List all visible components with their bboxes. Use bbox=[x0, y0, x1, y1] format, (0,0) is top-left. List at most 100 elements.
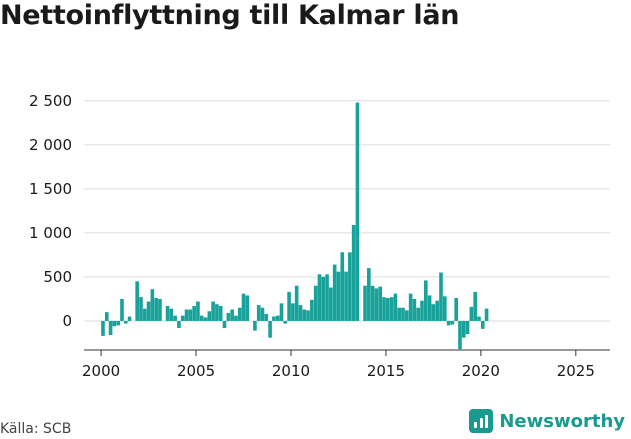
bar bbox=[264, 313, 269, 321]
bar bbox=[104, 312, 109, 321]
bar bbox=[169, 308, 174, 321]
x-tick-label: 2020 bbox=[462, 362, 500, 380]
bar bbox=[412, 298, 417, 321]
bar bbox=[177, 320, 181, 328]
bar bbox=[272, 316, 276, 321]
bar bbox=[279, 303, 284, 321]
bar bbox=[367, 268, 371, 321]
bar bbox=[302, 309, 307, 321]
bar bbox=[120, 298, 124, 321]
bar bbox=[473, 291, 477, 321]
bar bbox=[397, 307, 402, 321]
bar bbox=[310, 299, 314, 321]
bar bbox=[268, 320, 272, 338]
bar bbox=[355, 102, 360, 321]
bar bbox=[389, 297, 394, 321]
bar bbox=[142, 308, 147, 321]
bar bbox=[196, 301, 200, 321]
bar bbox=[321, 276, 326, 321]
bar bbox=[283, 320, 288, 324]
bar bbox=[222, 320, 227, 328]
bar bbox=[484, 308, 489, 321]
bar bbox=[317, 274, 322, 321]
bar bbox=[237, 307, 242, 321]
brand[interactable]: Newsworthy bbox=[469, 409, 625, 433]
axes: 2000 2005 2010 2015 2020 2025 bbox=[82, 349, 610, 380]
bar bbox=[306, 310, 310, 321]
x-tick-label: 2015 bbox=[367, 362, 405, 380]
bar bbox=[348, 252, 352, 321]
bar bbox=[450, 320, 455, 325]
bar bbox=[461, 320, 466, 338]
bar bbox=[401, 307, 405, 321]
bar bbox=[165, 305, 170, 321]
bar bbox=[180, 315, 185, 321]
bar bbox=[458, 320, 462, 350]
bar bbox=[446, 320, 451, 326]
bar bbox=[336, 271, 341, 321]
bar bbox=[150, 289, 155, 321]
bar bbox=[439, 272, 443, 321]
bar bbox=[275, 315, 280, 321]
bar bbox=[146, 301, 151, 321]
bar bbox=[173, 315, 177, 321]
bar bbox=[154, 298, 158, 321]
bar bbox=[101, 320, 105, 336]
bar bbox=[298, 305, 303, 321]
bar bbox=[203, 317, 208, 321]
bar bbox=[435, 300, 440, 321]
bar bbox=[363, 285, 367, 321]
bars bbox=[101, 102, 489, 350]
gridlines: 0 500 1 000 1 500 2 000 2 500 bbox=[29, 92, 610, 330]
y-tick-label: 500 bbox=[43, 268, 72, 286]
bar bbox=[253, 320, 257, 331]
bar bbox=[287, 291, 291, 321]
bar bbox=[374, 288, 379, 321]
bar bbox=[454, 298, 458, 321]
bar bbox=[431, 304, 436, 321]
x-tick-label: 2010 bbox=[272, 362, 310, 380]
bar bbox=[329, 287, 333, 321]
y-tick-label: 1 000 bbox=[29, 224, 72, 242]
bar bbox=[344, 271, 348, 321]
bar bbox=[340, 252, 345, 321]
chart-title: Nettoinflyttning till Kalmar län bbox=[0, 0, 460, 31]
bar bbox=[378, 286, 383, 321]
y-tick-label: 2 500 bbox=[29, 92, 72, 110]
bar bbox=[245, 295, 250, 321]
bar bbox=[291, 303, 295, 321]
newsworthy-logo-icon bbox=[469, 409, 494, 433]
bar bbox=[386, 298, 390, 321]
bar bbox=[158, 298, 162, 321]
bar bbox=[351, 224, 356, 321]
y-tick-label: 1 500 bbox=[29, 180, 72, 198]
bar bbox=[427, 295, 432, 321]
bar bbox=[416, 307, 421, 321]
bar bbox=[218, 305, 223, 321]
bar bbox=[420, 300, 424, 321]
bar bbox=[465, 320, 470, 335]
bar bbox=[139, 297, 143, 321]
bar bbox=[112, 320, 117, 327]
bar bbox=[382, 297, 386, 321]
bar bbox=[313, 285, 318, 321]
x-tick-label: 2025 bbox=[557, 362, 595, 380]
x-tick-label: 2005 bbox=[177, 362, 215, 380]
bar bbox=[370, 285, 375, 321]
bar bbox=[188, 309, 193, 321]
bar bbox=[108, 320, 113, 336]
bar bbox=[256, 305, 261, 321]
x-tick-label: 2000 bbox=[82, 362, 120, 380]
bar bbox=[332, 264, 337, 321]
y-tick-label: 0 bbox=[62, 312, 72, 330]
bar bbox=[123, 320, 128, 324]
bar bbox=[477, 316, 481, 321]
source-note: Källa: SCB bbox=[0, 421, 72, 437]
brand-name: Newsworthy bbox=[499, 410, 625, 432]
bar bbox=[469, 306, 474, 321]
bar bbox=[207, 311, 212, 321]
bar bbox=[405, 310, 409, 321]
bar bbox=[184, 309, 189, 321]
bar bbox=[215, 304, 219, 321]
